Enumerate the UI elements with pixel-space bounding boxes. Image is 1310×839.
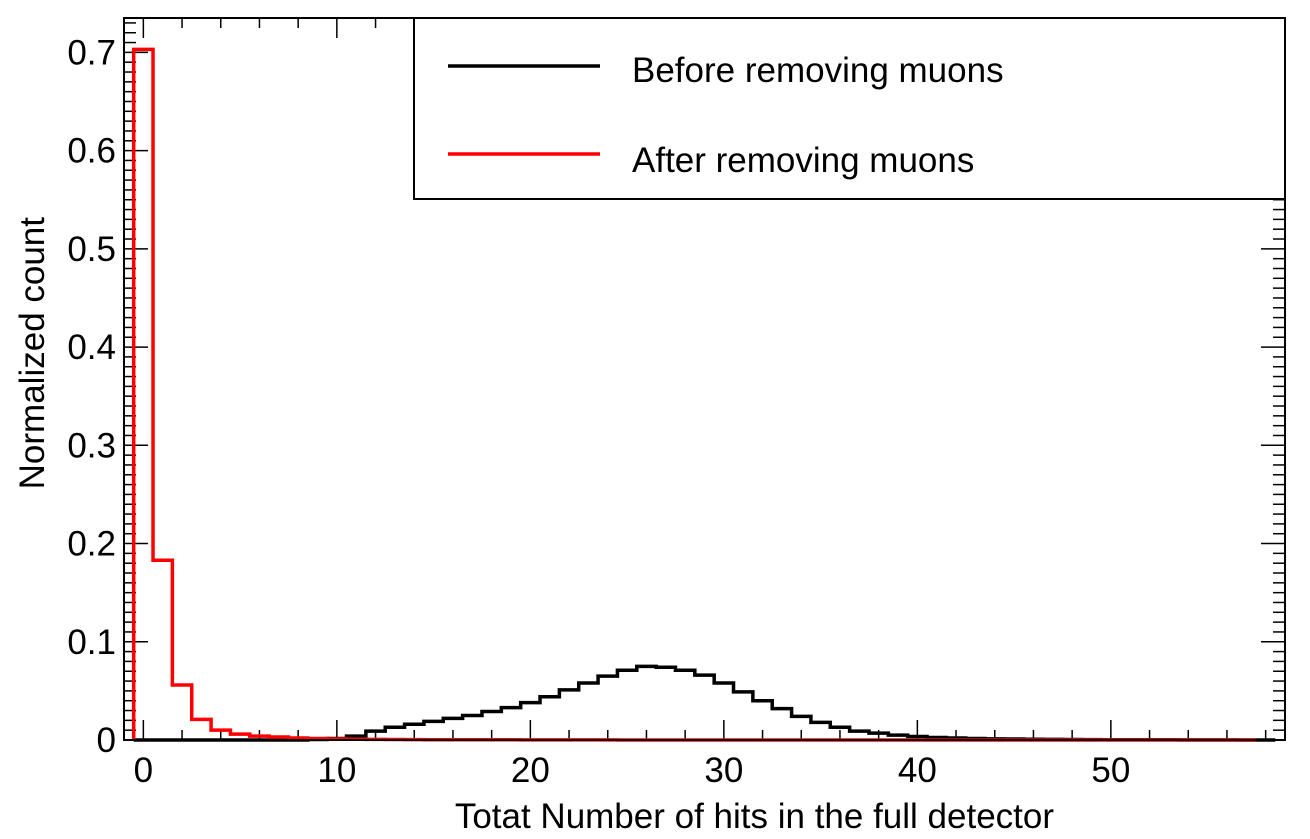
legend-label-before: Before removing muons (632, 51, 1004, 90)
legend: Before removing muons After removing muo… (413, 17, 1286, 200)
x-tick-label: 40 (898, 751, 937, 790)
x-tick-label: 0 (134, 751, 153, 790)
histogram-line (133, 664, 1276, 742)
x-tick-label: 30 (704, 751, 743, 790)
y-tick-label: 0.4 (67, 328, 116, 367)
tick-labels: 0 10 20 30 40 50 0 0.1 0.2 0.3 0.4 0.5 0.6 0.7 (67, 33, 1130, 790)
x-tick-label: 20 (511, 751, 550, 790)
y-tick-label: 0.5 (67, 230, 116, 269)
y-tick-label: 0.1 (67, 623, 116, 662)
x-tick-label: 50 (1091, 751, 1130, 790)
y-tick-label: 0 (97, 721, 116, 760)
legend-label-after: After removing muons (632, 141, 974, 180)
y-tick-label: 0.2 (67, 525, 116, 564)
x-tick-label: 10 (317, 751, 356, 790)
x-axis-title: Totat Number of hits in the full detecto… (455, 797, 1055, 836)
series-before (133, 664, 1276, 742)
legend-box (413, 17, 1286, 200)
y-tick-label: 0.7 (67, 33, 116, 72)
y-tick-label: 0.3 (67, 426, 116, 465)
y-axis-title: Normalized count (13, 217, 52, 490)
y-tick-label: 0.6 (67, 132, 116, 171)
